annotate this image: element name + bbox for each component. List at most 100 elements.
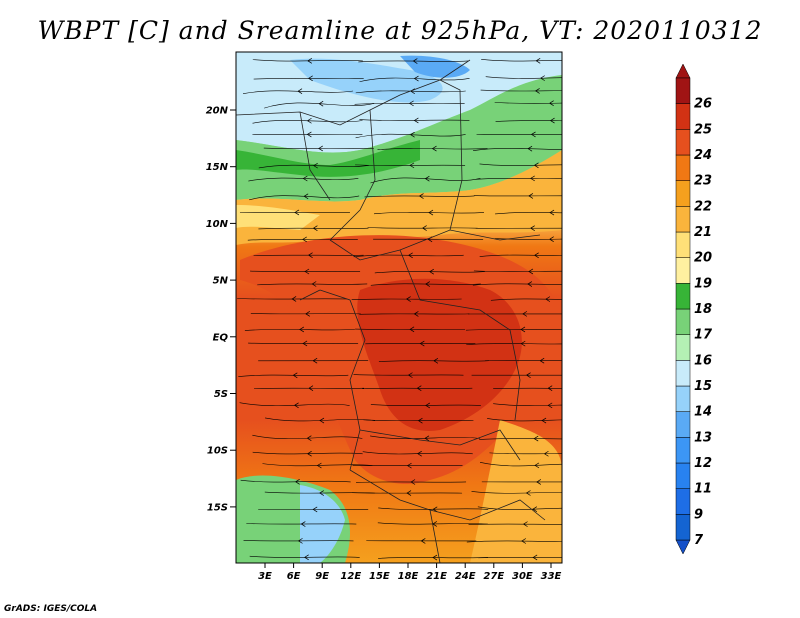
streamline-arrow (528, 193, 534, 199)
latitude-axis: 20N 15N 10N 5N EQ 5S 10S 15S (206, 106, 236, 513)
streamline-arrow (534, 462, 540, 469)
streamline-arrow (409, 162, 415, 169)
streamline-arrow (406, 462, 412, 469)
streamline-arrow (534, 252, 539, 259)
streamline (489, 452, 562, 455)
streamline-arrow (413, 117, 419, 124)
streamline-arrow (319, 417, 325, 424)
streamline-arrow (417, 417, 423, 424)
streamline-arrow (299, 326, 305, 333)
streamline-arrow (318, 145, 323, 152)
streamline-arrow (312, 506, 318, 513)
streamline (250, 312, 361, 315)
colorbar-label: 9 (694, 507, 703, 522)
streamline-arrow (419, 340, 425, 347)
yellow-patch (236, 205, 320, 230)
streamline (479, 462, 562, 467)
streamline (258, 164, 369, 169)
streamline (370, 404, 481, 406)
map-field (236, 52, 562, 563)
streamline-arrow (306, 450, 312, 457)
streamline-arrow (527, 145, 533, 152)
streamline-arrow (294, 209, 300, 216)
streamline-arrow (300, 521, 306, 527)
colorbar-segment (675, 257, 691, 284)
streamline (258, 227, 369, 230)
streamline-arrow (417, 450, 422, 457)
lat-tick-label: 10S (207, 446, 228, 457)
streamline (377, 522, 488, 525)
border-line (299, 289, 321, 301)
streamline-arrow (431, 145, 437, 152)
streamline-arrow (527, 281, 533, 287)
colorbar-segment (675, 385, 691, 412)
streamline-arrow (318, 100, 324, 107)
streamline (473, 148, 562, 151)
streamline (480, 89, 562, 92)
colorbar-label: 12 (694, 456, 712, 471)
streamline-arrow (407, 372, 413, 378)
streamline (249, 555, 360, 558)
lat-tick-label: 15N (206, 162, 229, 173)
colorbar-segment (675, 488, 691, 515)
streamline-arrow (530, 175, 535, 182)
streamline (359, 119, 470, 121)
streamline-arrow (409, 326, 415, 333)
colorbar-label: 15 (694, 379, 712, 394)
streamline (477, 506, 562, 510)
streamline (466, 540, 562, 543)
streamline-arrow (297, 538, 303, 544)
streamline-arrow (521, 538, 527, 544)
streamline-arrow (549, 236, 554, 243)
border-line (329, 229, 541, 261)
streamline-arrow (313, 162, 318, 169)
streamline (363, 419, 474, 422)
streamline (353, 254, 464, 258)
streamline (490, 298, 562, 301)
lon-tick-label: 21E (426, 571, 447, 582)
lon-tick-label: 9E (315, 571, 329, 582)
colorbar: 7 9 11 12 13 14 15 16 17 18 19 20 21 22 23 24 25 26 (675, 63, 713, 555)
streamline (246, 523, 357, 525)
streamline-arrow (428, 209, 434, 216)
colorbar-segment (675, 180, 691, 207)
colorbar-label: 18 (694, 302, 712, 317)
streamline (370, 177, 481, 184)
credit-text: GrADS: IGES/COLA (4, 604, 98, 614)
chart-title: WBPT [C] and Sreamline at 925hPa, VT: 20… (37, 16, 763, 45)
streamline-arrow (412, 58, 418, 64)
streamline-arrow (305, 311, 311, 317)
streamline-arrow (410, 479, 416, 485)
streamline-arrow (540, 75, 545, 81)
streamline-arrow (425, 281, 430, 287)
streamline-arrow (319, 490, 324, 496)
streamline (252, 120, 363, 124)
streamline-arrow (306, 131, 312, 138)
streamline (377, 557, 489, 559)
streamline-arrow (535, 58, 541, 64)
streamline-arrow (413, 75, 419, 82)
streamline-arrow (522, 521, 528, 527)
streamline (242, 90, 354, 94)
lon-tick-label: 33E (541, 571, 562, 582)
lon-tick-label: 6E (287, 571, 301, 582)
streamline (475, 177, 562, 180)
streamline (355, 133, 466, 139)
streamline (249, 195, 360, 201)
lat-tick-label: 5S (214, 389, 228, 400)
streamline (252, 59, 363, 62)
streamline (374, 271, 485, 274)
streamline (468, 523, 562, 526)
colorbar-label: 13 (694, 430, 712, 445)
lon-tick-label: 30E (512, 571, 533, 582)
streamline-arrow (525, 490, 531, 496)
streamline (244, 329, 355, 331)
border-line (299, 111, 331, 201)
streamline-arrow (432, 506, 438, 513)
colorbar-segment (675, 154, 691, 181)
streamline-arrow (534, 88, 540, 94)
border-line (329, 109, 376, 241)
streamline-arrow (522, 311, 528, 317)
streamline (373, 212, 485, 215)
